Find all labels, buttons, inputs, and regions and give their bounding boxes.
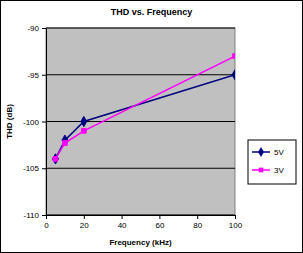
tick-mark <box>42 75 46 76</box>
series-line <box>55 75 235 159</box>
legend-marker <box>258 147 264 157</box>
point <box>62 135 68 145</box>
tick-mark <box>159 215 160 219</box>
point <box>81 116 87 126</box>
title: THD vs. Frequency <box>111 7 193 17</box>
tick-label: -90 <box>27 24 39 33</box>
x-axis: 0 20 40 60 80 100 <box>44 215 242 230</box>
point <box>233 54 235 59</box>
x-axis-title: Frequency (kHz) <box>109 238 172 247</box>
tick-label: 60 <box>155 221 164 230</box>
grid-line <box>46 168 235 169</box>
chart: 0 20 40 60 80 100 -110 -105 -100 -95 -90 THD vs. Fr… <box>0 0 303 253</box>
grid-line <box>46 74 235 75</box>
tick: -105 <box>23 164 46 173</box>
plot: 0 20 40 60 80 100 -110 -105 -100 -95 -90 <box>23 24 243 230</box>
tick: -90 <box>27 24 46 33</box>
tick-label: -95 <box>27 71 39 80</box>
tick-label: 20 <box>80 221 89 230</box>
tick: 40 <box>118 215 127 230</box>
point <box>232 70 235 80</box>
tick: 100 <box>229 215 243 230</box>
grid-line <box>46 28 235 29</box>
tick-label: -105 <box>23 164 40 173</box>
tick-label: 80 <box>193 221 202 230</box>
tick-label: 0 <box>44 221 49 230</box>
tick: -110 <box>24 211 46 220</box>
grid-line <box>46 121 235 122</box>
chart-border <box>1 1 303 253</box>
tick: 60 <box>155 215 164 230</box>
tick-label: -110 <box>24 211 40 220</box>
tick-mark <box>84 215 85 219</box>
series-group <box>53 54 235 164</box>
tick-mark <box>46 215 47 219</box>
tick: -95 <box>27 71 46 80</box>
legend-marker <box>259 168 264 173</box>
tick-mark <box>122 215 123 219</box>
grid-line <box>46 215 235 216</box>
grid <box>46 28 235 215</box>
tick-mark <box>42 122 46 123</box>
legend-box <box>248 140 296 184</box>
legend-label: 3V <box>274 166 284 175</box>
y-axis-title: THD (dB) <box>5 104 14 139</box>
tick: 20 <box>80 215 89 230</box>
legend: 5V 3V <box>248 140 296 184</box>
point <box>53 157 58 162</box>
y-axis: -110 -105 -100 -95 -90 <box>23 24 47 220</box>
tick-mark <box>235 215 236 219</box>
tick-label: 100 <box>229 221 243 230</box>
series-line <box>55 56 235 159</box>
point <box>81 129 86 134</box>
point <box>63 141 68 146</box>
tick-label: -100 <box>23 118 40 127</box>
tick-mark <box>42 215 46 216</box>
plot-area <box>46 28 235 215</box>
tick: -100 <box>23 118 46 127</box>
axis-line <box>46 29 47 216</box>
axis-line <box>47 215 236 216</box>
tick-label: 40 <box>118 221 127 230</box>
tick-mark <box>42 168 46 169</box>
tick-mark <box>42 28 46 29</box>
tick-mark <box>197 215 198 219</box>
tick: 0 <box>44 215 49 230</box>
legend-label: 5V <box>274 148 284 157</box>
tick: 80 <box>193 215 202 230</box>
